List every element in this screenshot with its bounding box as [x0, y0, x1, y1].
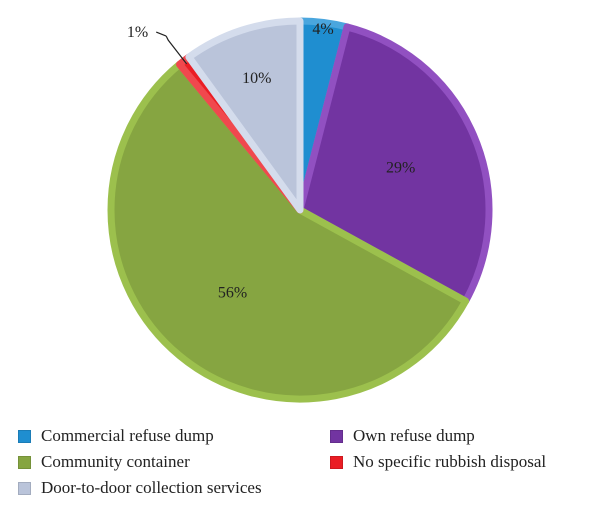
legend-item-commercial-refuse-dump: Commercial refuse dump — [18, 426, 214, 446]
slice-value-label: 56% — [218, 285, 247, 302]
pie-labels: 4% 29% 56% 1% 10% — [127, 21, 415, 301]
pie-chart: 4% 29% 56% 1% 10% — [107, 17, 493, 403]
leader-line — [165, 35, 188, 65]
legend-item-no-specific-rubbish-disposal: No specific rubbish disposal — [330, 452, 546, 472]
pie-slices — [107, 17, 493, 403]
slice-value-label: 10% — [242, 70, 271, 87]
slice-value-label: 1% — [127, 24, 148, 41]
legend-label: No specific rubbish disposal — [353, 452, 547, 471]
legend-swatch — [330, 455, 343, 469]
legend-swatch — [18, 481, 31, 495]
legend-swatch — [18, 455, 31, 469]
legend-swatch — [330, 429, 343, 443]
legend-item-community-container: Community container — [18, 452, 190, 472]
pie-slice-community-container — [107, 60, 470, 403]
legend-label: Community container — [41, 452, 190, 471]
legend-label: Door-to-door collection services — [41, 478, 262, 497]
slice-value-label: 29% — [386, 159, 415, 176]
leader-line — [156, 31, 167, 37]
legend: Commercial refuse dump Own refuse dump C… — [18, 426, 598, 516]
slice-value-label: 4% — [312, 21, 333, 38]
legend-label: Commercial refuse dump — [41, 426, 214, 445]
legend-swatch — [18, 429, 31, 443]
legend-label: Own refuse dump — [353, 426, 475, 445]
legend-item-door-to-door-collection-services: Door-to-door collection services — [18, 478, 262, 498]
pie-slice-door-to-door-collection-services — [185, 17, 304, 214]
legend-item-own-refuse-dump: Own refuse dump — [330, 426, 475, 446]
